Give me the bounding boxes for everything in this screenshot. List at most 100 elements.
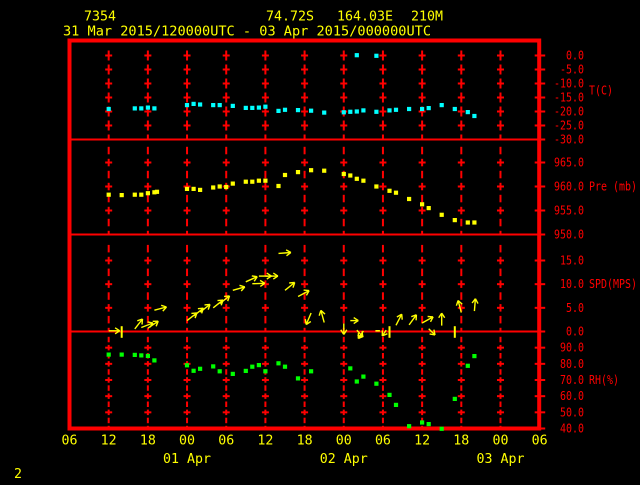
pressure-point [139,193,143,197]
relative_humidity-point [420,420,424,424]
temperature-point [420,107,424,111]
pressure-point [185,187,189,191]
relative_humidity-point [133,353,137,357]
temperature-point [466,110,470,114]
relative_humidity-point [107,353,111,357]
x-axis-hour-label: 12 [414,433,430,449]
relative_humidity-point [250,365,254,369]
y-axis-tick-label: 70.0 [560,372,584,387]
relative_humidity-point [466,364,470,368]
relative_humidity-point [394,403,398,407]
x-axis-hour-label: 00 [492,433,508,449]
temperature-point [139,106,143,110]
relative_humidity-point [139,353,143,357]
y-axis-tick-label: -30.0 [554,132,584,147]
temperature-point [355,53,359,57]
temperature-point [185,103,189,107]
pressure-point [263,179,267,183]
y-axis-tick-label: -10.0 [554,76,584,91]
temperature-point [472,114,476,118]
pressure-point [387,189,391,193]
pressure-point [420,202,424,206]
relative_humidity-point [198,367,202,371]
x-axis-hour-label: 06 [62,433,78,449]
temperature-point [387,108,391,112]
y-axis-tick-label: 60.0 [560,388,584,403]
x-axis-hour-label: 12 [101,433,117,449]
y-axis-tick-label: -20.0 [554,104,584,119]
relative_humidity-point [374,382,378,386]
y-axis-tick-label: -25.0 [554,118,584,133]
relative_humidity-point [283,365,287,369]
pressure-point [107,193,111,197]
temperature-point [244,106,248,110]
temperature-point [107,107,111,111]
temperature-point [394,108,398,112]
pressure-point [309,168,313,172]
temperature-point [198,102,202,106]
y-axis-unit-label: T(C) [589,83,613,98]
x-axis-hour-label: 18 [140,433,156,449]
y-axis-tick-label: 965.0 [554,155,584,170]
pressure-point [224,185,228,189]
pressure-point [192,187,196,191]
relative_humidity-point [185,363,189,367]
temperature-point [263,105,267,109]
relative_humidity-point [309,369,313,373]
relative_humidity-point [453,397,457,401]
wind-vector-head [289,283,295,284]
temperature-point [309,109,313,113]
relative_humidity-point [218,369,222,373]
pressure-point [296,170,300,174]
pressure-point [146,191,150,195]
x-axis-hour-label: 18 [297,433,313,449]
relative_humidity-point [231,372,235,376]
wind-vector-head [218,300,224,301]
pressure-point [218,184,222,188]
y-axis-tick-label: 10.0 [560,276,584,291]
y-axis-tick-label: 960.0 [554,179,584,194]
pressure-point [355,177,359,181]
temperature-point [231,104,235,108]
relative_humidity-point [348,366,352,370]
pressure-point [211,185,215,189]
page-number: 2 [14,466,22,480]
y-axis-tick-label: 80.0 [560,356,584,371]
temperature-point [133,106,137,110]
temperature-point [211,103,215,107]
temperature-point [283,108,287,112]
relative_humidity-point [427,422,431,426]
relative_humidity-point [263,369,267,373]
y-axis-tick-label: -15.0 [554,90,584,105]
y-axis-unit-label: RH(%) [589,372,619,387]
relative_humidity-point [152,358,156,362]
wind-vector-head [402,314,403,320]
relative_humidity-point [120,353,124,357]
y-axis-tick-label: -5.0 [560,62,584,77]
relative_humidity-point [440,427,444,431]
temperature-point [348,110,352,114]
pressure-point [472,220,476,224]
x-axis-date-label: 01 Apr [163,451,211,467]
pressure-point [283,173,287,177]
x-axis-hour-label: 00 [179,433,195,449]
x-axis-hour-label: 12 [257,433,273,449]
pressure-point [244,180,248,184]
pressure-point [120,193,124,197]
pressure-point [407,197,411,201]
temperature-point [152,106,156,110]
pressure-point [342,172,346,176]
temperature-point [296,108,300,112]
x-axis-hour-label: 06 [532,433,548,449]
temperature-point [407,107,411,111]
relative_humidity-point [211,364,215,368]
pressure-point [257,179,261,183]
temperature-point [361,108,365,112]
header-elevation: 210M [411,9,443,25]
wind-vector-head [252,276,257,277]
wind-vector-head [224,296,229,297]
